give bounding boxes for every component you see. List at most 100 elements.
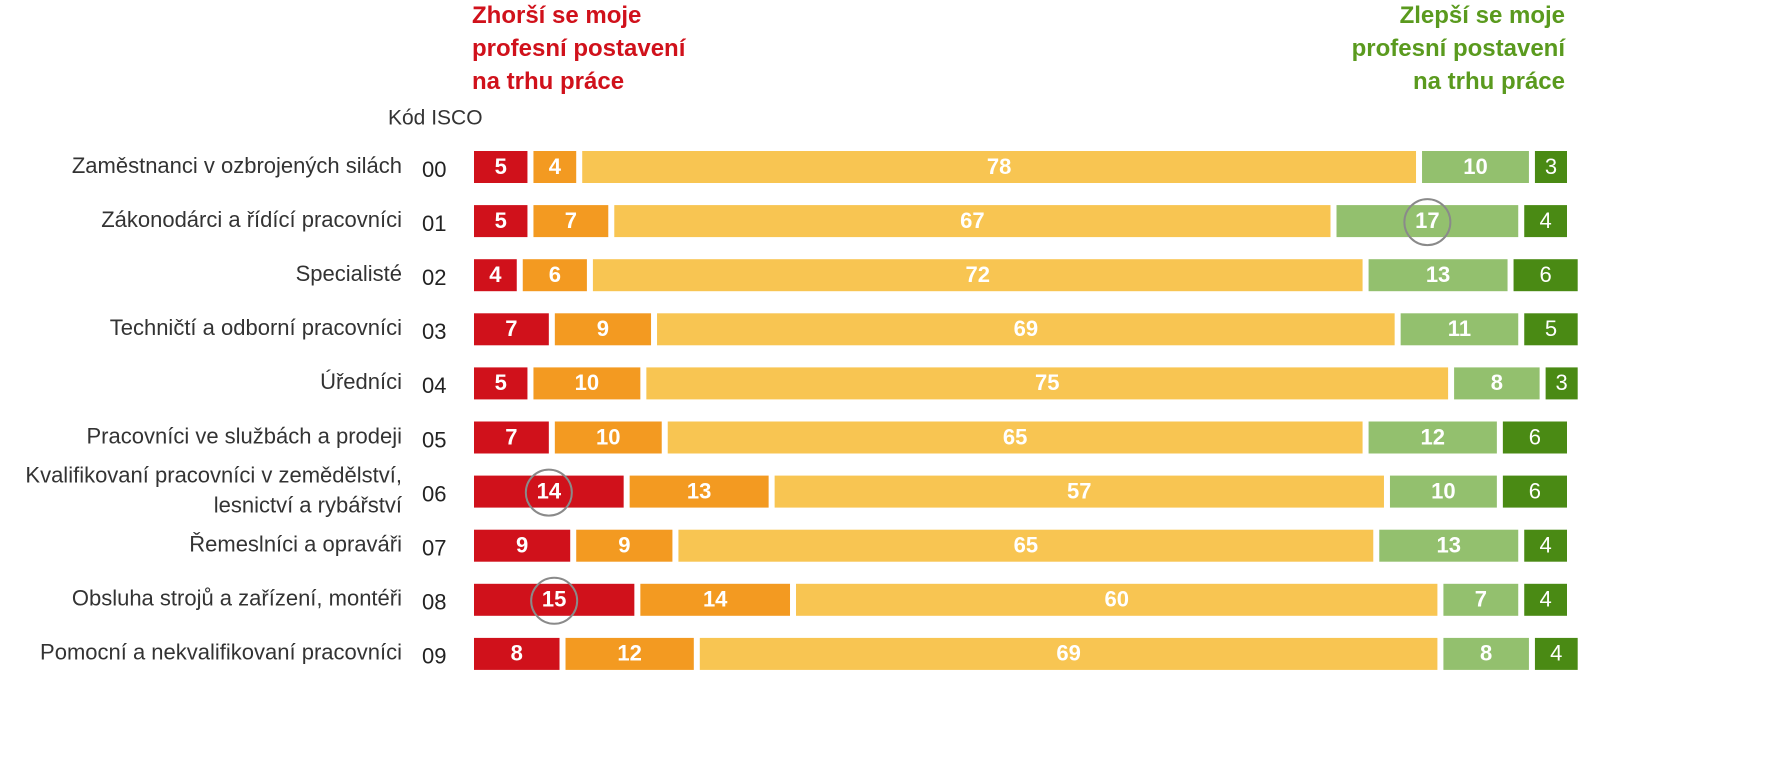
bar-segment xyxy=(1422,151,1529,183)
isco-code: 02 xyxy=(422,265,446,290)
value-label: 8 xyxy=(511,641,523,666)
value-label: 4 xyxy=(1539,533,1551,558)
bar-segment xyxy=(474,313,549,346)
category-label: Kvalifikovaní pracovníci v zemědělství, l… xyxy=(25,462,402,517)
value-label: 65 xyxy=(1014,533,1038,558)
category-label: Zákonodárci a řídící pracovníci xyxy=(101,207,402,232)
value-label: 7 xyxy=(505,316,517,341)
bar-segment xyxy=(1454,367,1540,400)
category-label: Pracovníci ve službách a prodeji xyxy=(87,423,403,448)
bar-segment xyxy=(614,205,1331,238)
bar-segment xyxy=(474,151,528,183)
value-label: 5 xyxy=(1545,316,1557,341)
isco-code: 04 xyxy=(422,373,446,398)
category-label: Pomocní a nekvalifikovaní pracovníci xyxy=(40,640,402,665)
bar-segment xyxy=(565,637,694,670)
value-label: 78 xyxy=(987,154,1011,179)
left-header: Zhorší se moje profesní postavení na trhu … xyxy=(472,2,687,95)
bar-segment xyxy=(667,421,1363,454)
bar-segment xyxy=(1534,637,1578,670)
value-label: 6 xyxy=(1539,262,1551,287)
value-label: 9 xyxy=(618,533,630,558)
category-label: Úředníci xyxy=(320,369,402,394)
bar-segment xyxy=(796,583,1438,616)
bar-segment xyxy=(1336,205,1519,238)
bar-segment xyxy=(1368,421,1497,454)
bar-segment xyxy=(474,529,571,562)
value-label: 10 xyxy=(575,370,599,395)
value-label: 14 xyxy=(703,587,728,612)
value-label: 11 xyxy=(1448,316,1471,341)
bar-segment xyxy=(640,583,791,616)
bar-segment xyxy=(1502,475,1567,508)
value-label: 4 xyxy=(1539,587,1551,612)
category-label: Techničtí a odborní pracovníci xyxy=(110,315,402,340)
bar-segment xyxy=(474,583,635,616)
right-header: Zlepší se moje profesní postavení na trhu … xyxy=(1352,2,1567,95)
value-label: 65 xyxy=(1003,424,1027,449)
bar-segment xyxy=(1502,421,1567,454)
value-label: 14 xyxy=(537,478,562,503)
bar-segment xyxy=(533,151,577,183)
value-label: 5 xyxy=(495,154,507,179)
bar-segment xyxy=(576,529,673,562)
value-label: 75 xyxy=(1035,370,1059,395)
value-label: 13 xyxy=(687,478,711,503)
highlight-circle xyxy=(524,468,573,517)
value-label: 12 xyxy=(1420,424,1444,449)
value-label: 17 xyxy=(1415,208,1439,233)
bar-segment xyxy=(1524,313,1578,346)
bar-segment xyxy=(533,205,609,238)
bar-segment xyxy=(554,421,662,454)
value-label: 12 xyxy=(617,641,641,666)
value-label: 57 xyxy=(1067,478,1091,503)
value-label: 10 xyxy=(596,424,620,449)
isco-code: 07 xyxy=(422,536,446,561)
value-label: 9 xyxy=(516,533,528,558)
value-label: 10 xyxy=(1431,478,1455,503)
value-label: 69 xyxy=(1014,316,1038,341)
bar-segment xyxy=(522,259,587,292)
value-label: 4 xyxy=(1539,208,1551,233)
value-label: 60 xyxy=(1104,587,1128,612)
value-label: 7 xyxy=(565,208,577,233)
bar-segment xyxy=(474,421,549,454)
bar-segment xyxy=(678,529,1374,562)
bar-segment xyxy=(1534,151,1567,183)
isco-code: 01 xyxy=(422,211,446,236)
category-label: Obsluha strojů a zařízení, montéři xyxy=(72,586,402,611)
bar-segment xyxy=(474,205,528,238)
value-label: 8 xyxy=(1491,370,1503,395)
value-label: 5 xyxy=(495,208,507,233)
highlight-circle xyxy=(1403,198,1452,247)
value-label: 6 xyxy=(1529,424,1541,449)
value-label: 4 xyxy=(489,262,502,287)
value-label: 4 xyxy=(1550,641,1562,666)
code-header: Kód ISCO xyxy=(388,107,483,130)
value-label: 6 xyxy=(1529,478,1541,503)
bar-segment xyxy=(1524,583,1567,616)
value-label: 5 xyxy=(495,370,507,395)
bar-segment xyxy=(657,313,1395,346)
bar-segment xyxy=(592,259,1363,292)
bar-segment xyxy=(533,367,641,400)
bar-segment xyxy=(1524,205,1567,238)
category-label: Specialisté xyxy=(296,261,402,286)
value-label: 3 xyxy=(1545,154,1557,179)
category-label: Řemeslníci a opraváři xyxy=(189,532,402,557)
value-label: 67 xyxy=(960,208,984,233)
bar-segment xyxy=(629,475,769,508)
isco-code: 06 xyxy=(422,481,446,506)
category-label: Zaměstnanci v ozbrojených silách xyxy=(72,153,402,178)
isco-code: 03 xyxy=(422,319,446,344)
bar-segment xyxy=(1379,529,1519,562)
isco-code: 05 xyxy=(422,427,446,452)
bar-segment xyxy=(1443,583,1519,616)
isco-code: 09 xyxy=(422,644,446,669)
value-label: 7 xyxy=(1475,587,1487,612)
isco-code: 08 xyxy=(422,590,446,615)
isco-code: 00 xyxy=(422,157,446,182)
value-label: 13 xyxy=(1437,533,1461,558)
highlight-circle xyxy=(530,576,579,625)
